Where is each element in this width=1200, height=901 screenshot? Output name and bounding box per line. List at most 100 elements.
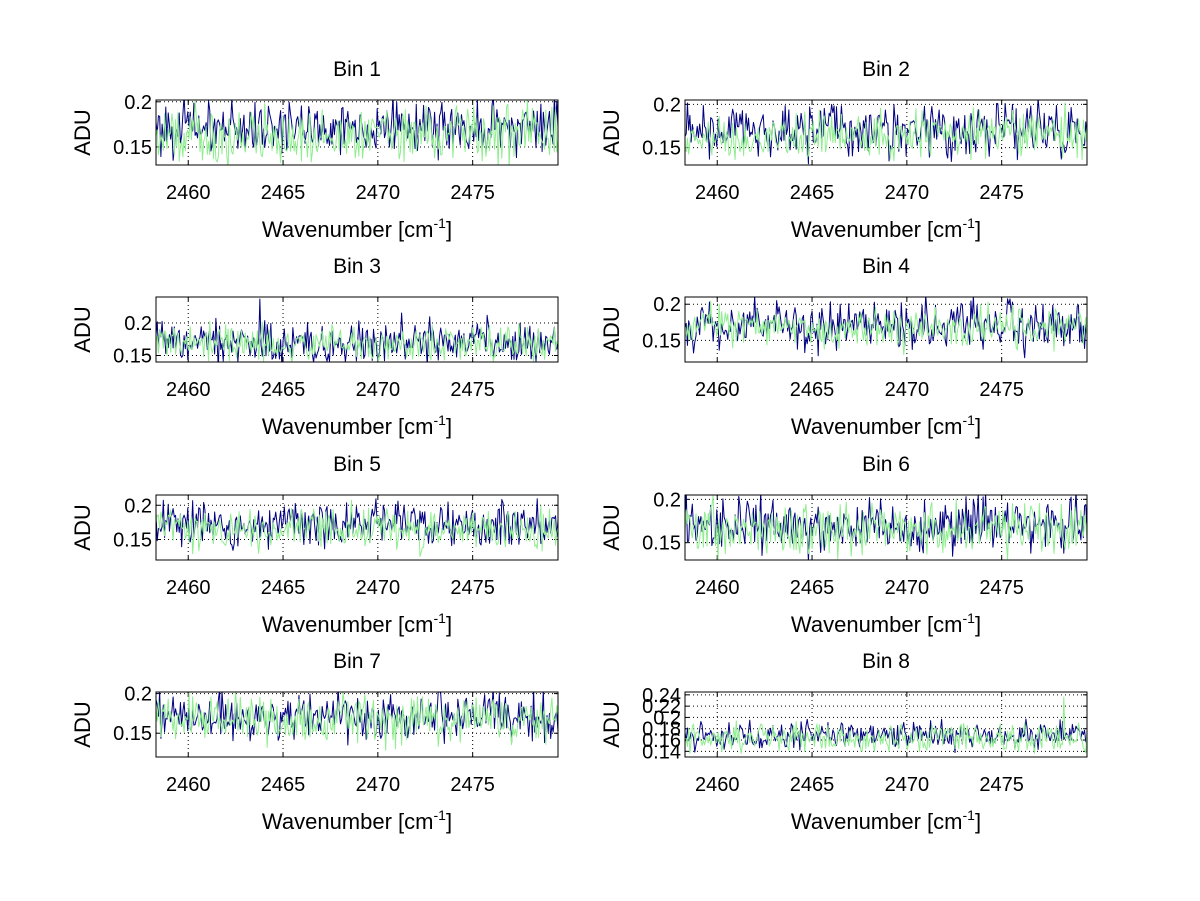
series-line-2 bbox=[156, 320, 558, 362]
series-line-2 bbox=[156, 499, 558, 557]
axes-border bbox=[155, 296, 559, 363]
series-line-2 bbox=[685, 102, 1087, 162]
y-tick-label: 0.2 bbox=[653, 707, 681, 729]
x-tick-label: 2465 bbox=[261, 379, 306, 401]
x-tick-label: 2475 bbox=[450, 379, 495, 401]
x-tick-label: 2465 bbox=[790, 577, 835, 599]
x-axis-label: Wavenumber [cm-1] bbox=[791, 215, 981, 242]
subplot-7: 2460 2465 2470 2475 0.15 0.2 Bin 7 Wavenumber [… bbox=[70, 650, 559, 834]
y-tick-label: 0.2 bbox=[124, 684, 152, 706]
x-axis-label: Wavenumber [cm-1] bbox=[262, 610, 452, 637]
x-tick-label: 2475 bbox=[450, 182, 495, 204]
series-line-2 bbox=[685, 495, 1087, 560]
x-tick-label: 2470 bbox=[885, 379, 930, 401]
subplot-title: Bin 6 bbox=[862, 453, 910, 476]
y-tick-label: 0.16 bbox=[642, 730, 681, 752]
x-tick-label: 2465 bbox=[790, 182, 835, 204]
y-tick-label: 0.2 bbox=[124, 313, 152, 335]
y-axis-label: ADU bbox=[599, 109, 624, 155]
x-tick-label: 2470 bbox=[356, 379, 401, 401]
x-axis-label: Wavenumber [cm-1] bbox=[262, 215, 452, 242]
x-tick-label: 2475 bbox=[450, 577, 495, 599]
axes-border bbox=[684, 296, 1088, 363]
x-tick-label: 2475 bbox=[979, 577, 1024, 599]
x-tick-label: 2475 bbox=[979, 379, 1024, 401]
x-axis-label: Wavenumber [cm-1] bbox=[791, 610, 981, 637]
x-tick-label: 2470 bbox=[885, 774, 930, 796]
subplot-5: 2460 2465 2470 2475 0.15 0.2 Bin 5 Wavenumber [… bbox=[70, 453, 559, 637]
x-tick-label: 2465 bbox=[790, 774, 835, 796]
x-tick-label: 2465 bbox=[261, 774, 306, 796]
subplot-4: 2460 2465 2470 2475 0.15 0.2 Bin 4 Wavenumber [… bbox=[599, 255, 1088, 439]
subplot-2: 2460 2465 2470 2475 0.15 0.2 Bin 2 Wavenumber [… bbox=[599, 58, 1088, 242]
y-tick-label: 0.24 bbox=[642, 685, 681, 707]
axes-border bbox=[155, 494, 559, 561]
x-tick-label: 2470 bbox=[885, 577, 930, 599]
y-axis-label: ADU bbox=[599, 701, 624, 747]
series-line-2 bbox=[156, 692, 558, 751]
y-tick-label: 0.15 bbox=[642, 330, 681, 352]
y-tick-label: 0.15 bbox=[113, 723, 152, 745]
x-tick-label: 2470 bbox=[885, 182, 930, 204]
y-tick-label: 0.15 bbox=[642, 138, 681, 160]
y-tick-label: 0.18 bbox=[642, 719, 681, 741]
subplot-title: Bin 8 bbox=[862, 650, 910, 673]
subplot-title: Bin 3 bbox=[333, 255, 381, 278]
axes-border bbox=[684, 494, 1088, 561]
x-tick-label: 2475 bbox=[979, 182, 1024, 204]
y-axis-label: ADU bbox=[599, 504, 624, 550]
x-tick-label: 2460 bbox=[166, 379, 211, 401]
axes-box bbox=[684, 691, 1088, 758]
subplot-title: Bin 1 bbox=[333, 58, 381, 81]
x-axis-label: Wavenumber [cm-1] bbox=[791, 412, 981, 439]
y-axis-label: ADU bbox=[599, 306, 624, 352]
series-line-2 bbox=[685, 300, 1087, 355]
x-tick-label: 2470 bbox=[356, 577, 401, 599]
y-tick-label: 0.15 bbox=[642, 533, 681, 555]
axes-border bbox=[155, 99, 559, 166]
y-tick-label: 0.15 bbox=[113, 529, 152, 551]
subplot-title: Bin 7 bbox=[333, 650, 381, 673]
subplot-title: Bin 5 bbox=[333, 453, 381, 476]
x-tick-label: 2465 bbox=[790, 379, 835, 401]
axes-border bbox=[684, 691, 1088, 758]
y-tick-label: 0.2 bbox=[124, 92, 152, 114]
subplot-title: Bin 4 bbox=[862, 255, 910, 278]
x-axis-label: Wavenumber [cm-1] bbox=[262, 412, 452, 439]
subplot-title: Bin 2 bbox=[862, 58, 910, 81]
x-tick-label: 2460 bbox=[166, 577, 211, 599]
x-tick-label: 2460 bbox=[166, 774, 211, 796]
x-tick-label: 2465 bbox=[261, 182, 306, 204]
y-tick-label: 0.14 bbox=[642, 741, 681, 763]
series-line-2 bbox=[156, 100, 558, 165]
y-axis-label: ADU bbox=[70, 504, 95, 550]
axes-border bbox=[155, 691, 559, 758]
x-tick-label: 2465 bbox=[261, 577, 306, 599]
x-tick-label: 2460 bbox=[166, 182, 211, 204]
x-tick-label: 2460 bbox=[695, 379, 740, 401]
y-axis-label: ADU bbox=[70, 306, 95, 352]
subplot-3: 2460 2465 2470 2475 0.15 0.2 Bin 3 Wavenumber [… bbox=[70, 255, 559, 439]
x-axis-label: Wavenumber [cm-1] bbox=[791, 807, 981, 834]
x-tick-label: 2470 bbox=[356, 182, 401, 204]
x-tick-label: 2460 bbox=[695, 577, 740, 599]
x-tick-label: 2475 bbox=[979, 774, 1024, 796]
y-tick-label: 0.15 bbox=[113, 346, 152, 368]
x-tick-label: 2470 bbox=[356, 774, 401, 796]
series-line-2 bbox=[685, 696, 1087, 754]
x-tick-label: 2460 bbox=[695, 182, 740, 204]
axes-border bbox=[684, 99, 1088, 166]
x-axis-label: Wavenumber [cm-1] bbox=[262, 807, 452, 834]
y-tick-label: 0.15 bbox=[113, 137, 152, 159]
y-axis-label: ADU bbox=[70, 109, 95, 155]
y-tick-label: 0.2 bbox=[653, 294, 681, 316]
x-tick-label: 2460 bbox=[695, 774, 740, 796]
y-tick-label: 0.2 bbox=[653, 489, 681, 511]
x-tick-label: 2475 bbox=[450, 774, 495, 796]
subplot-8: 2460 2465 2470 2475 0.140.160.180.20.220.24 B… bbox=[599, 650, 1088, 834]
subplot-6: 2460 2465 2470 2475 0.15 0.2 Bin 6 Wavenumber [… bbox=[599, 453, 1088, 637]
y-tick-label: 0.22 bbox=[642, 696, 681, 718]
y-axis-label: ADU bbox=[70, 701, 95, 747]
y-tick-label: 0.2 bbox=[124, 495, 152, 517]
